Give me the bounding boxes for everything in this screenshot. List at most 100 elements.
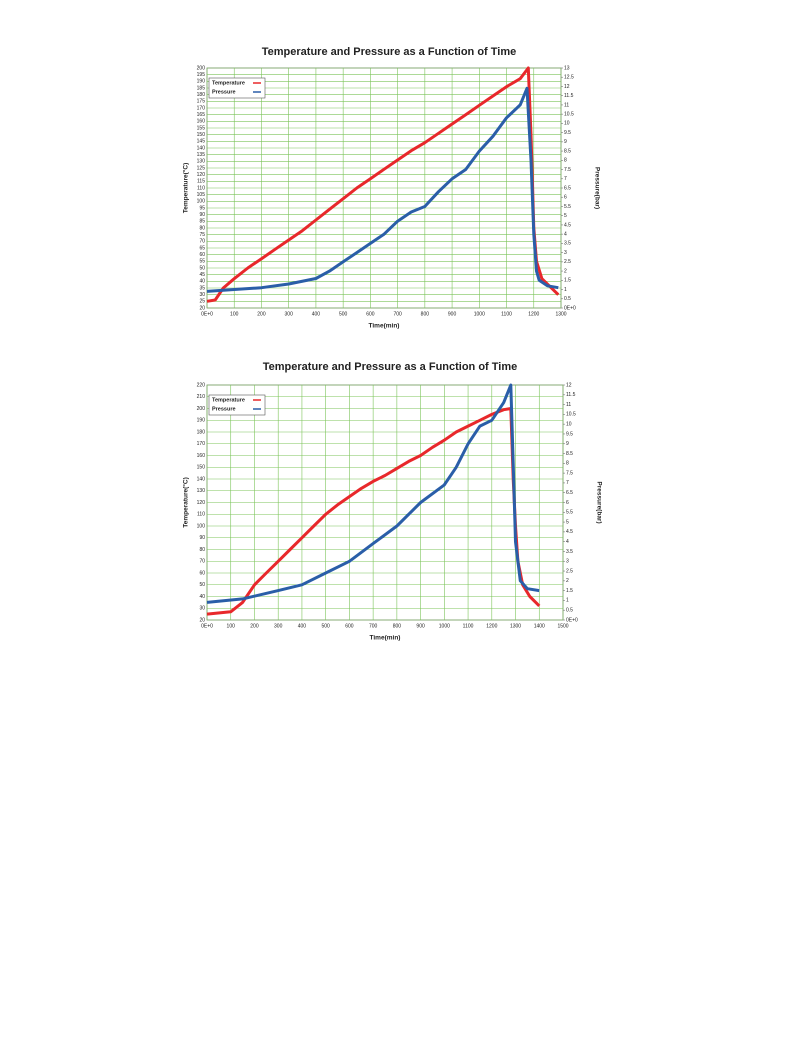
x-tick-label: 700 [393, 311, 402, 317]
y-tick-label: 105 [197, 192, 206, 198]
y2-tick-label: 2 [566, 578, 569, 584]
y-tick-label: 30 [199, 606, 205, 612]
y2-tick-label: 2 [564, 268, 567, 274]
x-tick-label: 600 [366, 311, 375, 317]
y-tick-label: 190 [197, 418, 206, 424]
y-tick-label: 115 [197, 179, 205, 185]
y2-tick-label: 1 [566, 598, 569, 604]
y2-tick-label: 3 [564, 250, 567, 256]
y2-tick-label: 1.5 [564, 278, 571, 284]
y-tick-label: 90 [199, 212, 205, 218]
y2-tick-label: 0E+0 [566, 617, 578, 623]
y-tick-label: 195 [197, 72, 206, 78]
x-tick-label: 600 [345, 623, 354, 629]
x-tick-label: 1200 [486, 623, 497, 629]
y-tick-label: 210 [197, 394, 206, 400]
y-tick-label: 175 [197, 99, 206, 105]
y-tick-label: 155 [197, 125, 206, 131]
x-tick-label: 1400 [534, 623, 545, 629]
x-tick-label: 300 [274, 623, 283, 629]
x-tick-label: 800 [421, 311, 430, 317]
y2-tick-label: 6 [564, 195, 567, 201]
y2-tick-label: 4 [564, 231, 567, 237]
y-tick-label: 180 [197, 429, 206, 435]
x-tick-label: 500 [321, 623, 330, 629]
y-tick-label: 30 [199, 292, 205, 298]
y2-tick-label: 5 [564, 213, 567, 219]
y-tick-label: 35 [199, 285, 205, 291]
y2-tick-label: 4.5 [564, 222, 571, 228]
y-tick-label: 70 [199, 559, 205, 565]
x-tick-label: 500 [339, 311, 348, 317]
series-line [206, 383, 540, 604]
y2-tick-label: 5.5 [566, 510, 573, 516]
y2-tick-label: 3 [566, 559, 569, 565]
legend-label: Pressure [212, 406, 236, 412]
y2-tick-label: 0.5 [566, 608, 573, 614]
legend-label: Temperature [212, 397, 245, 403]
x-tick-label: 0E+0 [201, 623, 213, 629]
y2-tick-label: 4 [566, 539, 569, 545]
y2-tick-label: 3.5 [564, 241, 571, 247]
y-axis-title: Temperature(°C) [182, 163, 190, 214]
y2-tick-label: 2.5 [564, 259, 571, 265]
y-tick-label: 200 [197, 65, 206, 71]
y2-tick-label: 1.5 [566, 588, 573, 594]
y-tick-label: 200 [197, 406, 206, 412]
y2-tick-label: 9.5 [564, 130, 571, 136]
y-tick-label: 25 [199, 299, 205, 305]
y-tick-label: 120 [197, 172, 206, 178]
y2-tick-label: 11.5 [564, 93, 574, 99]
y-tick-label: 55 [199, 259, 205, 265]
y-tick-label: 125 [197, 165, 206, 171]
y-tick-label: 65 [199, 245, 205, 251]
x-tick-label: 1300 [510, 623, 521, 629]
y2-tick-label: 4.5 [566, 529, 573, 535]
chart-title: Temperature and Pressure as a Function o… [263, 361, 518, 373]
y-tick-label: 160 [197, 453, 206, 459]
y-tick-label: 135 [197, 152, 206, 158]
x-tick-label: 300 [285, 311, 294, 317]
x-axis-title: Time(min) [369, 323, 400, 330]
y2-tick-label: 8.5 [564, 148, 571, 154]
y2-tick-label: 7 [564, 176, 567, 182]
y2-tick-label: 6.5 [566, 490, 573, 496]
y-tick-label: 150 [197, 132, 206, 138]
y2-tick-label: 7 [566, 480, 569, 486]
y2-tick-label: 9 [566, 441, 569, 447]
y2-tick-label: 0E+0 [564, 305, 576, 311]
x-tick-label: 1300 [555, 311, 566, 317]
legend-label: Pressure [212, 89, 236, 95]
y-tick-label: 40 [199, 594, 205, 600]
y2-tick-label: 11 [564, 102, 569, 108]
y-tick-label: 180 [197, 92, 206, 98]
x-tick-label: 1100 [501, 311, 512, 317]
y-tick-label: 130 [197, 159, 206, 165]
x-tick-label: 700 [369, 623, 378, 629]
x-tick-label: 200 [257, 311, 266, 317]
y-tick-label: 85 [199, 219, 205, 225]
y-tick-label: 120 [197, 500, 206, 506]
y2-tick-label: 8.5 [566, 451, 573, 457]
y-tick-label: 90 [199, 535, 205, 541]
y-tick-label: 190 [197, 79, 206, 85]
y2-tick-label: 10.5 [566, 412, 576, 418]
y-tick-label: 145 [197, 139, 206, 145]
y-tick-label: 95 [199, 205, 205, 211]
y2-tick-label: 12 [566, 382, 572, 388]
x-tick-label: 900 [416, 623, 425, 629]
y-tick-label: 80 [199, 547, 205, 553]
y2-tick-label: 10 [564, 121, 570, 127]
y-tick-label: 140 [197, 476, 206, 482]
y2-tick-label: 8 [564, 158, 567, 164]
y-tick-label: 80 [199, 225, 205, 231]
y2-tick-label: 7.5 [566, 470, 573, 476]
y2-tick-label: 12.5 [564, 75, 574, 81]
chart-title: Temperature and Pressure as a Function o… [262, 46, 517, 58]
x-tick-label: 1200 [528, 311, 539, 317]
legend-box [208, 77, 266, 99]
y2-tick-label: 10.5 [564, 111, 574, 117]
x-tick-label: 1500 [557, 623, 568, 629]
